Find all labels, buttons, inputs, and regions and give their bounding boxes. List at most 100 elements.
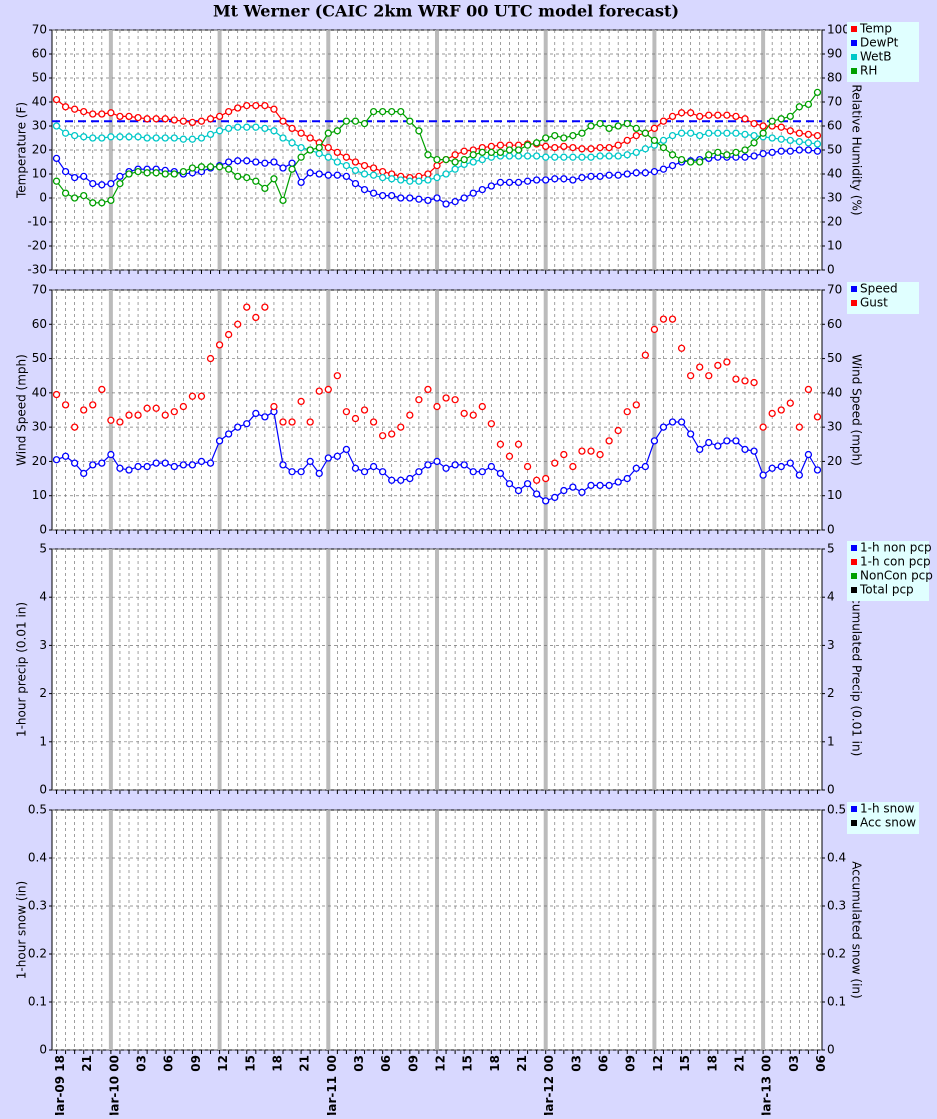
data-point xyxy=(234,320,242,328)
data-point xyxy=(188,392,197,400)
y-tick-label: 10 xyxy=(32,167,47,181)
data-point xyxy=(469,151,477,159)
y2-tick-label: 0 xyxy=(827,783,835,797)
data-point xyxy=(224,107,233,116)
data-point xyxy=(750,378,758,387)
data-point xyxy=(342,117,351,125)
data-point xyxy=(288,165,296,173)
data-point xyxy=(80,133,88,141)
data-point xyxy=(279,418,287,426)
data-point xyxy=(714,111,722,119)
data-point xyxy=(514,178,523,187)
data-point xyxy=(215,112,224,121)
data-point xyxy=(143,134,151,142)
data-point xyxy=(523,480,532,488)
y2-tick-label: 4 xyxy=(827,590,835,604)
data-point xyxy=(560,450,568,459)
data-point xyxy=(523,177,532,185)
data-point xyxy=(116,179,124,188)
data-point xyxy=(378,167,387,176)
data-point xyxy=(514,440,523,448)
data-point xyxy=(397,176,405,184)
y2-tick-label: 40 xyxy=(827,385,842,399)
y2-tick-label: 10 xyxy=(827,488,842,502)
y2-tick-label: 0.1 xyxy=(827,995,846,1009)
data-point xyxy=(523,462,532,471)
data-point xyxy=(614,171,622,179)
data-point xyxy=(261,101,269,110)
y-axis-label: Wind Speed (mph) xyxy=(15,354,29,466)
data-point xyxy=(279,196,287,205)
data-point xyxy=(686,430,695,438)
data-point xyxy=(605,152,613,160)
y-tick-label: 40 xyxy=(32,385,47,399)
data-point xyxy=(89,461,97,469)
x-tick-label: 12 xyxy=(651,1055,665,1072)
y-tick-label: 0 xyxy=(39,1043,47,1057)
data-point xyxy=(224,430,233,438)
data-point xyxy=(659,423,668,431)
data-point xyxy=(551,459,559,467)
y2-tick-label: 20 xyxy=(827,215,842,229)
legend-label: Total pcp xyxy=(859,583,914,597)
data-point xyxy=(741,445,749,454)
y2-tick-label: 70 xyxy=(827,283,842,297)
data-point xyxy=(360,170,369,178)
data-point xyxy=(505,146,514,154)
y2-tick-label: 0.5 xyxy=(827,803,846,817)
data-point xyxy=(134,113,142,122)
data-point xyxy=(677,109,686,117)
data-point xyxy=(587,145,595,153)
data-point xyxy=(650,325,659,334)
data-point xyxy=(116,133,124,141)
legend-label: 1-h snow xyxy=(860,802,915,816)
data-point xyxy=(206,130,215,139)
data-point xyxy=(505,152,514,160)
data-point xyxy=(80,107,88,116)
data-point xyxy=(813,88,822,97)
y2-tick-label: 0.3 xyxy=(827,899,846,913)
data-point xyxy=(469,158,477,166)
data-point xyxy=(369,164,378,172)
x-tick-label: 03 xyxy=(787,1055,801,1072)
data-point xyxy=(415,127,423,135)
data-point xyxy=(677,418,686,426)
data-point xyxy=(70,194,79,202)
data-point xyxy=(252,409,260,418)
data-point xyxy=(197,117,206,125)
data-point xyxy=(388,476,396,484)
data-point xyxy=(813,131,822,140)
data-point xyxy=(632,464,640,472)
data-point xyxy=(804,100,813,109)
data-point xyxy=(107,179,115,188)
data-point xyxy=(668,315,677,323)
data-point xyxy=(632,131,640,140)
data-point xyxy=(324,171,332,179)
data-point xyxy=(451,461,459,469)
data-point xyxy=(759,122,767,130)
data-point xyxy=(705,438,713,447)
data-point xyxy=(686,129,695,137)
data-point xyxy=(542,134,550,142)
data-point xyxy=(614,122,622,130)
data-point xyxy=(224,165,233,173)
data-point xyxy=(215,437,224,445)
x-tick-label: 03 xyxy=(569,1055,583,1072)
data-point xyxy=(125,411,133,419)
data-point xyxy=(360,161,369,170)
data-point xyxy=(759,149,767,158)
data-point xyxy=(442,155,450,164)
data-point xyxy=(605,481,613,490)
data-point xyxy=(641,462,650,471)
data-point xyxy=(460,409,468,418)
data-point xyxy=(487,142,496,151)
data-point xyxy=(234,157,242,165)
data-point xyxy=(551,143,559,152)
x-tick-label: 15 xyxy=(678,1055,692,1072)
data-point xyxy=(505,452,514,460)
data-point xyxy=(768,464,776,472)
data-point xyxy=(551,131,559,140)
data-point xyxy=(659,143,668,152)
data-point xyxy=(243,123,251,131)
data-point xyxy=(360,185,369,194)
